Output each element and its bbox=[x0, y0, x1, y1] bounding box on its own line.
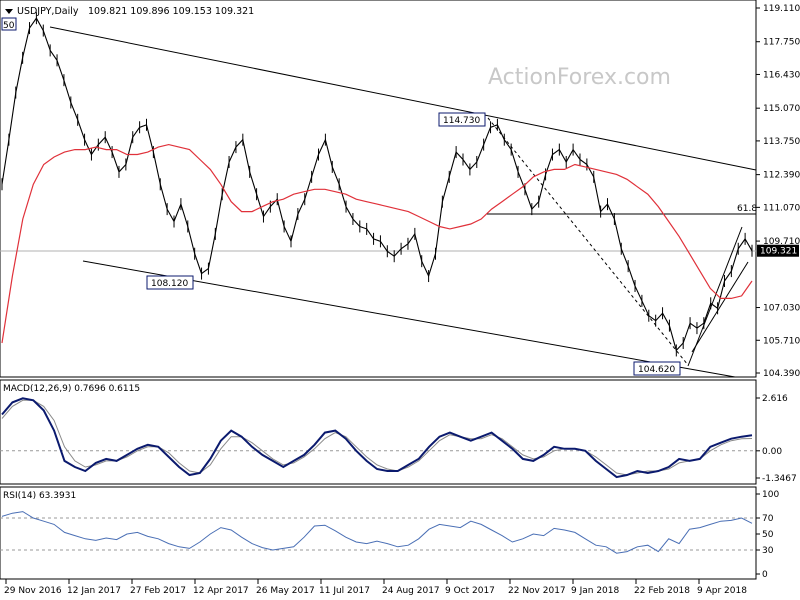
price-y-tick-label: 117.750 bbox=[763, 38, 800, 48]
rsi-y-tick-label: 100 bbox=[762, 490, 779, 500]
macd-y-tick-label: 2.616 bbox=[762, 394, 788, 404]
svg-text:104.620: 104.620 bbox=[638, 365, 675, 375]
svg-text:50: 50 bbox=[3, 21, 15, 31]
price-y-tick-label: 105.710 bbox=[763, 336, 800, 346]
rsi-panel-frame bbox=[0, 486, 757, 580]
svg-text:108.120: 108.120 bbox=[151, 279, 188, 289]
price-y-tick-label: 116.430 bbox=[763, 70, 800, 80]
rsi-y-tick-label: 0 bbox=[762, 570, 768, 580]
label-104-620: 104.620 bbox=[633, 361, 681, 376]
price-y-tick-label: 113.750 bbox=[763, 137, 800, 147]
macd-panel-frame bbox=[0, 379, 757, 485]
price-y-tick-label: 107.030 bbox=[763, 304, 800, 314]
upper-channel-line bbox=[49, 26, 757, 171]
svg-text:114.730: 114.730 bbox=[443, 116, 480, 126]
x-tick-label: 12 Jan 2017 bbox=[67, 586, 121, 596]
label-50: 50 bbox=[1, 17, 17, 31]
moving-average-line bbox=[1, 143, 753, 344]
price-y-tick-label: 109.710 bbox=[763, 237, 800, 247]
symbol-label: USDJPY,Daily bbox=[17, 6, 79, 17]
x-tick-label: 22 Feb 2018 bbox=[634, 586, 690, 596]
rsi-title: RSI(14) 63.3931 bbox=[3, 491, 76, 501]
x-tick-label: 27 Feb 2017 bbox=[130, 586, 186, 596]
rsi-y-tick-label: 30 bbox=[762, 546, 774, 556]
macd-title: MACD(12,26,9) 0.7696 0.6115 bbox=[3, 384, 140, 394]
x-tick-label: 26 May 2017 bbox=[256, 586, 315, 596]
price-y-tick-label: 111.070 bbox=[763, 203, 800, 213]
macd-y-tick-label: 0.00 bbox=[762, 447, 782, 457]
macd-line bbox=[1, 397, 753, 479]
price-y-tick-label: 104.390 bbox=[763, 369, 800, 379]
rsi-y-tick-label: 70 bbox=[762, 514, 774, 524]
macd-y-tick-label: -1.3467 bbox=[762, 474, 797, 484]
x-tick-label: 9 Jan 2018 bbox=[571, 586, 619, 596]
x-tick-label: 12 Apr 2017 bbox=[193, 586, 249, 596]
price-y-tick-label: 119.110 bbox=[763, 4, 800, 14]
price-series-line bbox=[1, 17, 753, 352]
price-y-tick-label: 112.390 bbox=[763, 171, 800, 181]
macd-layer bbox=[0, 397, 756, 479]
rising-trend-line-lower bbox=[691, 261, 749, 353]
ohlc-values: 109.821 109.896 109.153 109.321 bbox=[88, 6, 254, 17]
x-tick-label: 9 Oct 2017 bbox=[445, 586, 495, 596]
rsi-layer bbox=[0, 511, 756, 554]
label-108-120: 108.120 bbox=[146, 275, 194, 290]
last-price-label: 109.321 bbox=[760, 247, 797, 257]
x-tick-label: 29 Nov 2016 bbox=[4, 586, 62, 596]
axis-layer: 119.110 117.750 116.430 115.070 113.750 112.3… bbox=[4, 4, 800, 596]
rising-trend-line bbox=[687, 226, 743, 367]
price-y-tick-label: 115.070 bbox=[763, 104, 800, 114]
x-tick-label: 22 Nov 2017 bbox=[508, 586, 566, 596]
price-panel-frame bbox=[0, 0, 757, 378]
x-tick-label: 9 Apr 2018 bbox=[697, 586, 747, 596]
price-layer bbox=[1, 12, 753, 357]
decline-trend-line bbox=[487, 117, 689, 366]
triangle-down-icon[interactable] bbox=[5, 9, 13, 14]
rsi-line bbox=[1, 511, 753, 554]
x-tick-label: 24 Aug 2017 bbox=[382, 586, 440, 596]
rsi-y-tick-label: 50 bbox=[762, 530, 774, 540]
last-price-box bbox=[757, 244, 799, 257]
x-tick-label: 11 Jul 2017 bbox=[319, 586, 370, 596]
label-114-730: 114.730 bbox=[438, 112, 486, 127]
watermark-text: ActionForex.com bbox=[488, 65, 671, 90]
fib-61-8-label: 61.8 bbox=[737, 204, 757, 214]
